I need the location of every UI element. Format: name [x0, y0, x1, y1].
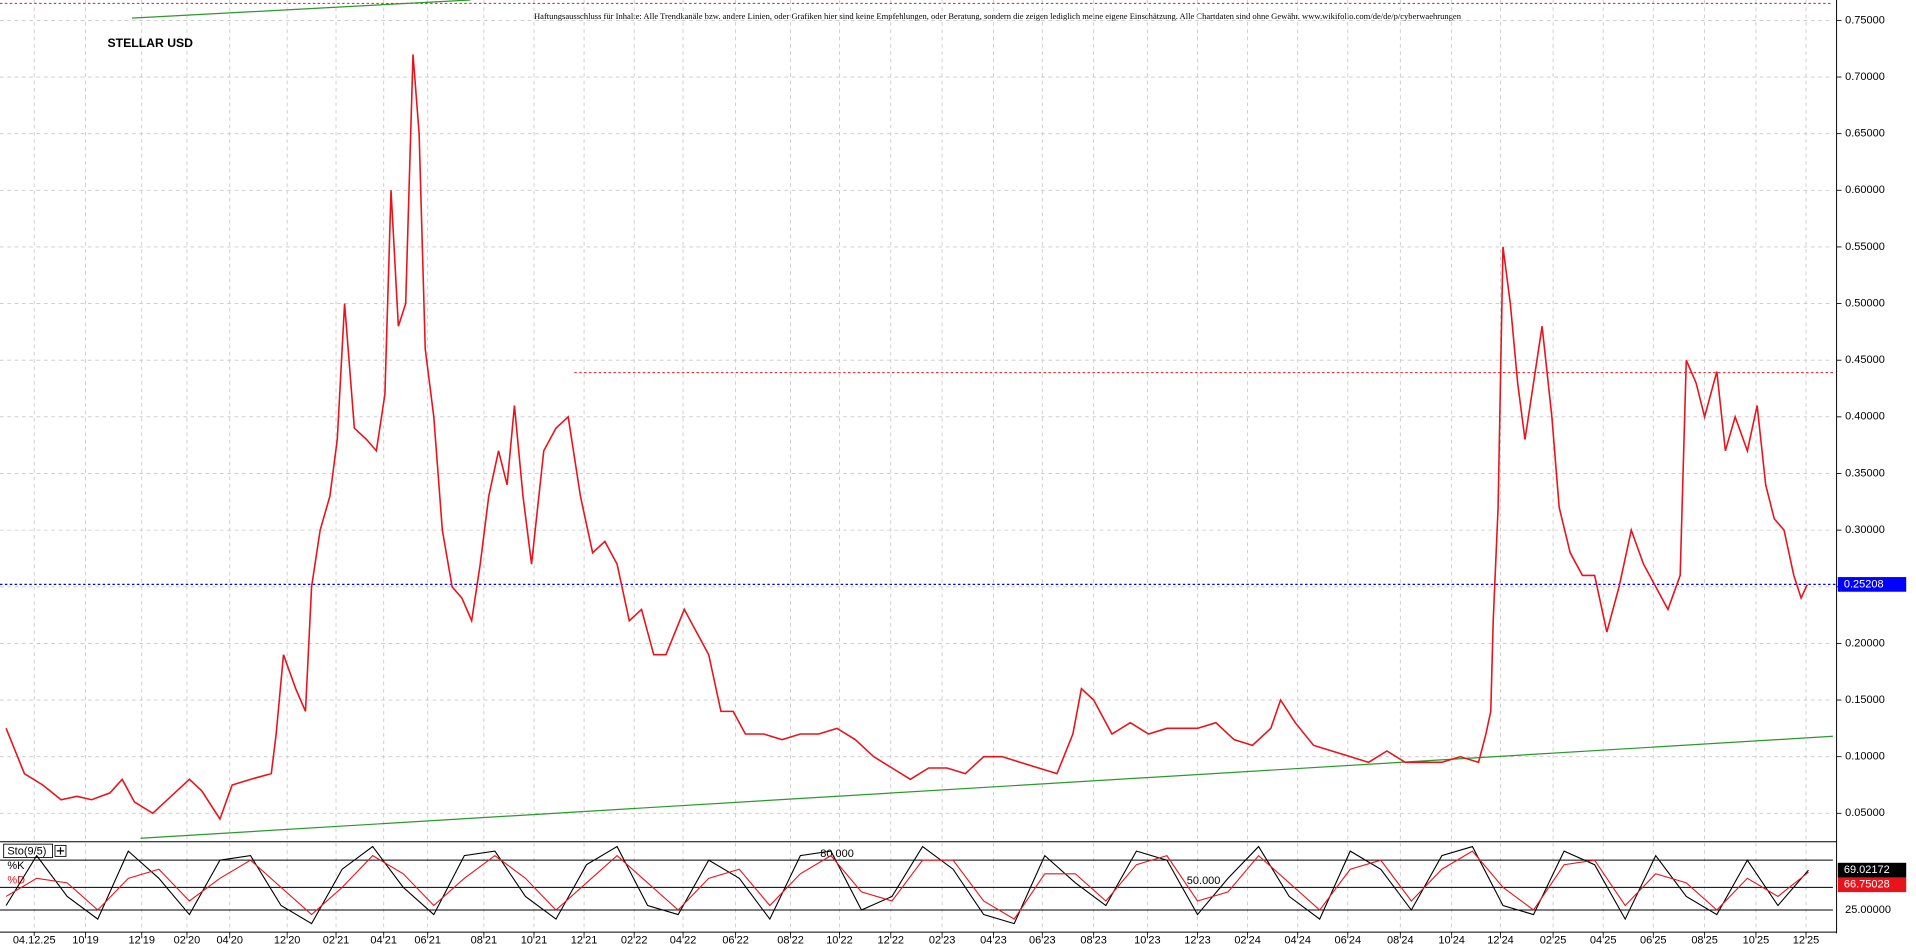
y-tick-label: 0.30000	[1845, 524, 1885, 536]
x-tick-label: 10'23	[1134, 935, 1161, 947]
x-tick-label: 02'20	[174, 935, 201, 947]
x-tick-label: 08'22	[777, 935, 804, 947]
x-tick-label: 12'23	[1184, 935, 1211, 947]
last-value-label: 66.75028	[1844, 879, 1890, 891]
y-tick-label: 0.10000	[1845, 751, 1885, 763]
disclaimer: Haftungsausschluss für Inhalte: Alle Tre…	[534, 11, 1462, 21]
x-tick-label: 08'24	[1387, 935, 1414, 947]
x-tick-label: 06'24	[1335, 935, 1362, 947]
y-tick-label: 0.70000	[1845, 71, 1885, 83]
series-line	[5, 845, 1809, 925]
x-tick-label: 08'23	[1080, 935, 1107, 947]
x-tick-label: 12'24	[1487, 935, 1514, 947]
x-tick-label: 02'21	[323, 935, 350, 947]
x-tick-label: 10'19	[72, 935, 99, 947]
y-tick-label: 0.05000	[1845, 807, 1885, 819]
current-price-box	[1837, 577, 1907, 592]
x-tick-label: 10'25	[1743, 935, 1770, 947]
trendline	[140, 735, 1833, 839]
legend-label: %D	[7, 875, 25, 887]
x-tick-label: 12'19	[128, 935, 155, 947]
x-tick-label: 04'20	[216, 935, 243, 947]
y-tick-label: 0.20000	[1845, 637, 1885, 649]
x-tick-label: 04'21	[370, 935, 397, 947]
trendline	[131, 0, 471, 19]
x-tick-label: 06'22	[722, 935, 749, 947]
x-tick-label: 12'21	[571, 935, 598, 947]
series-line	[5, 54, 1808, 821]
plus-icon	[56, 847, 65, 855]
legend-label: %K	[7, 860, 25, 872]
y-tick-label: 80.000	[820, 848, 854, 860]
y-tick-label: 0.55000	[1845, 241, 1885, 253]
series-line	[5, 850, 1809, 920]
x-tick-label: 04.12.25	[13, 935, 56, 947]
x-tick-label: 04'25	[1590, 935, 1617, 947]
x-tick-label: 06'23	[1029, 935, 1056, 947]
x-tick-label: 06'21	[414, 935, 441, 947]
x-tick-label: 02'23	[929, 935, 956, 947]
x-tick-label: 12'20	[274, 935, 301, 947]
x-tick-label: 04'22	[670, 935, 697, 947]
x-tick-label: 02'22	[621, 935, 648, 947]
x-tick-label: 04'24	[1284, 935, 1311, 947]
y-tick-label: 0.15000	[1845, 694, 1885, 706]
y-tick-label: 50.000	[1187, 875, 1221, 887]
x-tick-label: 08'25	[1691, 935, 1718, 947]
x-tick-label: 04'23	[980, 935, 1007, 947]
current-price-label: 0.25208	[1844, 578, 1884, 590]
indicator-title: Sto(9/5)	[7, 845, 46, 857]
y-tick-label: 0.65000	[1845, 128, 1885, 140]
y-tick-label: 0.75000	[1845, 14, 1885, 26]
x-tick-label: 02'24	[1234, 935, 1261, 947]
x-tick-label: 12'22	[878, 935, 905, 947]
y-tick-label: 0.40000	[1845, 411, 1885, 423]
chart-title: STELLAR USD	[108, 36, 194, 50]
x-tick-label: 10'22	[826, 935, 853, 947]
x-tick-label: 02'25	[1540, 935, 1567, 947]
y-tick-label: 0.50000	[1845, 297, 1885, 309]
x-tick-label: 12'25	[1793, 935, 1820, 947]
x-tick-label: 10'21	[521, 935, 548, 947]
y-tick-label: 0.60000	[1845, 184, 1885, 196]
y-tick-label: 25.00000	[1845, 904, 1891, 916]
x-tick-label: 08'21	[471, 935, 498, 947]
x-tick-label: 10'24	[1438, 935, 1465, 947]
y-tick-label: 0.35000	[1845, 467, 1885, 479]
x-tick-label: 06'25	[1640, 935, 1667, 947]
last-value-box	[1837, 877, 1907, 893]
y-tick-label: 0.45000	[1845, 354, 1885, 366]
last-value-label: 69.02172	[1844, 864, 1890, 876]
indicator-box[interactable]	[3, 843, 53, 859]
last-value-box	[1837, 862, 1907, 878]
